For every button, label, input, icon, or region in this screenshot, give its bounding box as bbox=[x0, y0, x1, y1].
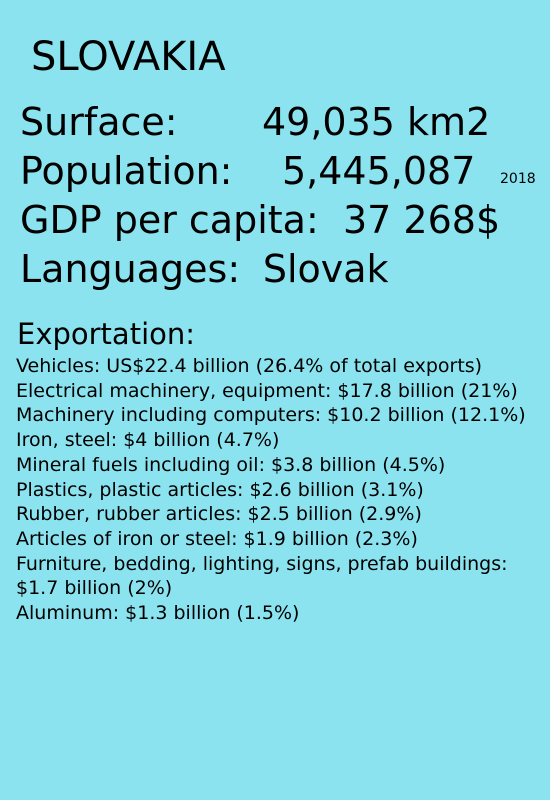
population-year: 2018 bbox=[500, 171, 536, 187]
gdp-row: GDP per capita: 37 268$ bbox=[20, 196, 500, 244]
country-title: SLOVAKIA bbox=[31, 34, 226, 80]
surface-row: Surface: 49,035 km2 bbox=[20, 98, 490, 146]
export-item: Furniture, bedding, lighting, signs, pre… bbox=[16, 552, 508, 600]
export-item: Iron, steel: $4 billion (4.7%) bbox=[16, 429, 280, 452]
languages-row: Languages: Slovak bbox=[20, 245, 389, 293]
export-item: Rubber, rubber articles: $2.5 billion (2… bbox=[16, 503, 422, 526]
export-item: Articles of iron or steel: $1.9 billion … bbox=[16, 527, 418, 550]
exports-heading: Exportation: bbox=[17, 317, 196, 351]
population-value: 5,445,087 bbox=[282, 149, 476, 193]
gdp-value: 37 268$ bbox=[343, 198, 501, 242]
languages-label: Languages: bbox=[20, 247, 241, 291]
export-item: Electrical machinery, equipment: $17.8 b… bbox=[16, 379, 518, 402]
surface-label: Surface: bbox=[20, 100, 178, 144]
population-row: Population: 5,445,087 bbox=[20, 147, 475, 195]
export-item: Mineral fuels including oil: $3.8 billio… bbox=[16, 453, 446, 476]
export-item: Aluminum: $1.3 billion (1.5%) bbox=[16, 602, 300, 625]
export-item: Vehicles: US$22.4 billion (26.4% of tota… bbox=[16, 355, 483, 377]
population-label: Population: bbox=[20, 149, 233, 193]
languages-value: Slovak bbox=[262, 247, 389, 291]
gdp-label: GDP per capita: bbox=[20, 198, 319, 242]
surface-value: 49,035 km2 bbox=[262, 100, 491, 144]
export-item: Machinery including computers: $10.2 bil… bbox=[16, 404, 526, 427]
exports-list: Vehicles: US$22.4 billion (26.4% of tota… bbox=[16, 354, 541, 626]
export-item: Plastics, plastic articles: $2.6 billion… bbox=[16, 478, 424, 501]
